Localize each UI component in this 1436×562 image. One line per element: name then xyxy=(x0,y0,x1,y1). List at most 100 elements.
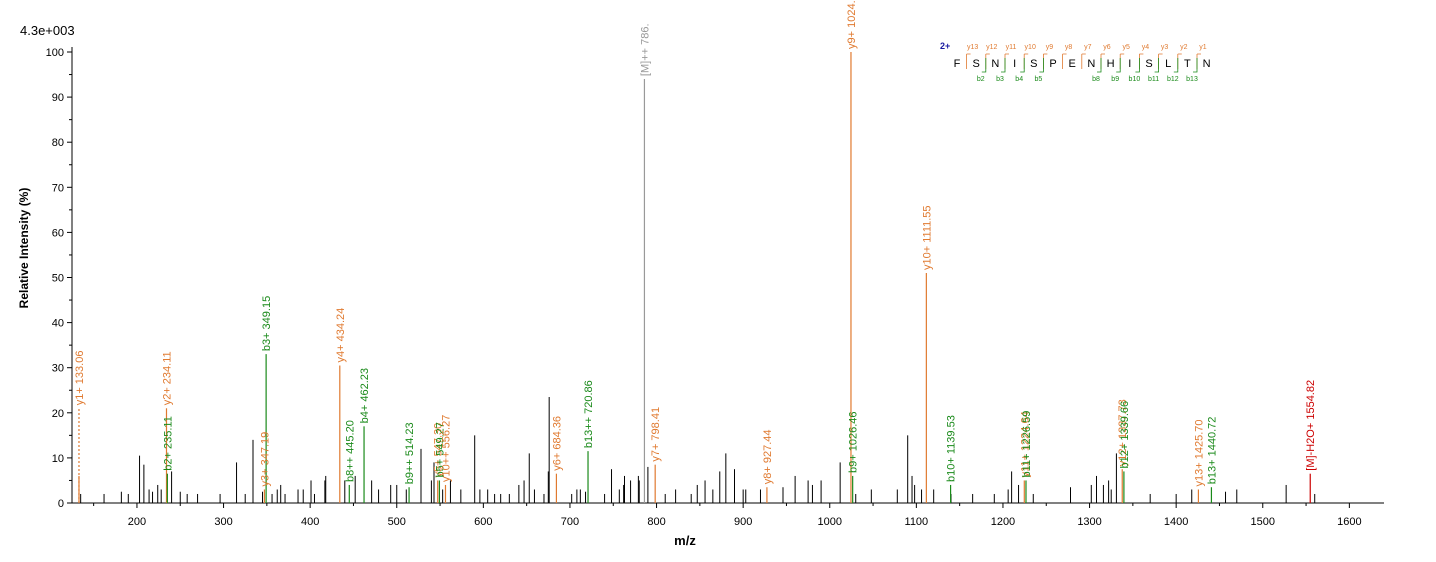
y-tick-label: 40 xyxy=(52,318,64,330)
peak-label: b4+ 462.23 xyxy=(359,368,371,423)
y-fragment-label: y3 xyxy=(1161,44,1169,51)
axes: 0 10 20 30 40 50 60 70 80 90 100 200 300 400 500 600 700… xyxy=(46,47,1384,528)
y-fragment-bracket xyxy=(1119,53,1125,69)
b-fragment-label: b9 xyxy=(1111,76,1119,83)
x-tick-label: 400 xyxy=(301,516,319,528)
peak-label: b13++ 720.86 xyxy=(583,380,595,448)
peak-label: b10+ 1139.53 xyxy=(946,415,958,482)
sequence-residue: S xyxy=(973,58,980,70)
sequence-residue: S xyxy=(1030,58,1037,70)
b-fragment-label: b13 xyxy=(1186,76,1198,83)
y-fragment-label: y6 xyxy=(1103,44,1111,51)
y-tick-label: 80 xyxy=(52,137,64,149)
y-fragment-bracket xyxy=(1004,53,1009,69)
peak-label: y13+ 1425.70 xyxy=(1193,419,1205,486)
peak-label: [M]++ 786. xyxy=(639,23,651,76)
y-tick-label: 60 xyxy=(52,227,64,239)
b-fragment-bracket xyxy=(1173,58,1179,73)
sequence-residue: I xyxy=(1013,58,1016,70)
peak-label: y9+ 1024.50 xyxy=(846,0,858,49)
b-fragment-label: b2 xyxy=(977,76,985,83)
b-fragment-label: b4 xyxy=(1015,76,1023,83)
y-fragment-label: y4 xyxy=(1142,44,1150,51)
x-tick-label: 200 xyxy=(128,516,146,528)
sequence-residue: H xyxy=(1107,58,1115,70)
sequence-residue: T xyxy=(1184,58,1191,70)
peak-label: y11+ 1224.64 xyxy=(1019,411,1031,477)
peak-label: y5+ 547.30 xyxy=(433,423,445,478)
y-tick-label: 90 xyxy=(52,92,64,104)
y-tick-label: 100 xyxy=(46,47,64,59)
y-fragment-label: y7 xyxy=(1084,44,1092,51)
y-fragment-label: y9 xyxy=(1046,44,1054,51)
y-tick-label: 50 xyxy=(52,273,64,285)
peak-label: [M]-H2O+ 1554.82 xyxy=(1305,380,1317,471)
y-tick-label: 0 xyxy=(58,498,64,510)
peak-label: y10+ 1111.55 xyxy=(921,205,933,270)
y-fragment-label: y11 xyxy=(1006,44,1017,51)
b-fragment-bracket xyxy=(1135,58,1140,73)
peak-label: y6+ 684.36 xyxy=(551,416,563,471)
peak-label: b3+ 349.15 xyxy=(261,296,273,351)
b-fragment-label: b8 xyxy=(1092,76,1100,83)
x-tick-label: 1600 xyxy=(1337,516,1361,528)
y-fragment-label: y8 xyxy=(1065,44,1073,51)
y-fragment-bracket xyxy=(1196,53,1201,69)
x-axis-label: m/z xyxy=(674,533,696,548)
y-fragment-label: y5 xyxy=(1122,44,1130,51)
x-tick-label: 1500 xyxy=(1251,516,1275,528)
charge-state: 2+ xyxy=(940,41,950,51)
y-tick-label: 70 xyxy=(52,182,64,194)
peak-label: b12+ 1339.66 xyxy=(1119,401,1131,469)
sequence-residue: S xyxy=(1145,58,1152,70)
x-tick-label: 500 xyxy=(388,516,406,528)
peak-label: b5+ 549.27 xyxy=(434,422,446,477)
b-fragment-bracket xyxy=(1116,58,1121,73)
sequence-residue: N xyxy=(991,58,999,70)
sequence-residue: I xyxy=(1128,58,1131,70)
x-tick-label: 900 xyxy=(734,516,752,528)
y-fragment-bracket xyxy=(966,53,971,69)
b-fragment-bracket xyxy=(1001,58,1006,73)
b-fragment-bracket xyxy=(1097,58,1102,73)
b-fragment-bracket xyxy=(1039,58,1044,73)
y-fragment-bracket xyxy=(1100,53,1105,69)
peak-label: y1+ 133.06 xyxy=(74,351,86,406)
unassigned-peaks xyxy=(80,397,1316,503)
peak-label: b9++ 514.23 xyxy=(404,422,416,484)
x-tick-label: 1400 xyxy=(1164,516,1188,528)
sequence-residue: N xyxy=(1203,58,1211,70)
x-tick-label: 1000 xyxy=(818,516,842,528)
sequence-residue: F xyxy=(954,58,961,70)
y-fragment-bracket xyxy=(1043,53,1048,69)
peak-label: y4+ 434.24 xyxy=(335,308,347,363)
y-fragment-label: y1 xyxy=(1199,44,1207,51)
b-fragment-bracket xyxy=(981,58,987,73)
y-fragment-label: y13 xyxy=(967,44,978,51)
y-tick-label: 10 xyxy=(52,453,64,465)
b-fragment-label: b10 xyxy=(1129,76,1141,83)
b-fragment-label: b5 xyxy=(1035,76,1043,83)
y-fragment-bracket xyxy=(985,53,990,69)
x-tick-label: 300 xyxy=(214,516,232,528)
peak-label: b2+ 235.11 xyxy=(162,416,174,471)
sequence-residue: E xyxy=(1069,58,1076,70)
peak-label: b11+ 1226.59 xyxy=(1021,411,1033,478)
y-tick-label: 20 xyxy=(52,408,64,420)
b-fragment-bracket xyxy=(1193,58,1198,73)
annotated-peaks xyxy=(78,52,1311,503)
max-intensity-label: 4.3e+003 xyxy=(20,23,75,38)
peak-label: y12+ 1337.73 xyxy=(1117,399,1129,466)
y-tick-label: 30 xyxy=(52,363,64,375)
y-fragment-label: y12 xyxy=(986,44,997,51)
y-fragment-bracket xyxy=(1177,53,1182,69)
y-fragment-label: y10 xyxy=(1025,44,1036,51)
y-fragment-bracket xyxy=(1139,53,1144,69)
peak-label: b13+ 1440.72 xyxy=(1206,417,1218,485)
peak-label: y10++ 556.27 xyxy=(440,415,452,482)
y-fragment-bracket xyxy=(1081,53,1086,69)
sequence-residue: L xyxy=(1165,58,1171,70)
sequence-residue: P xyxy=(1049,58,1056,70)
